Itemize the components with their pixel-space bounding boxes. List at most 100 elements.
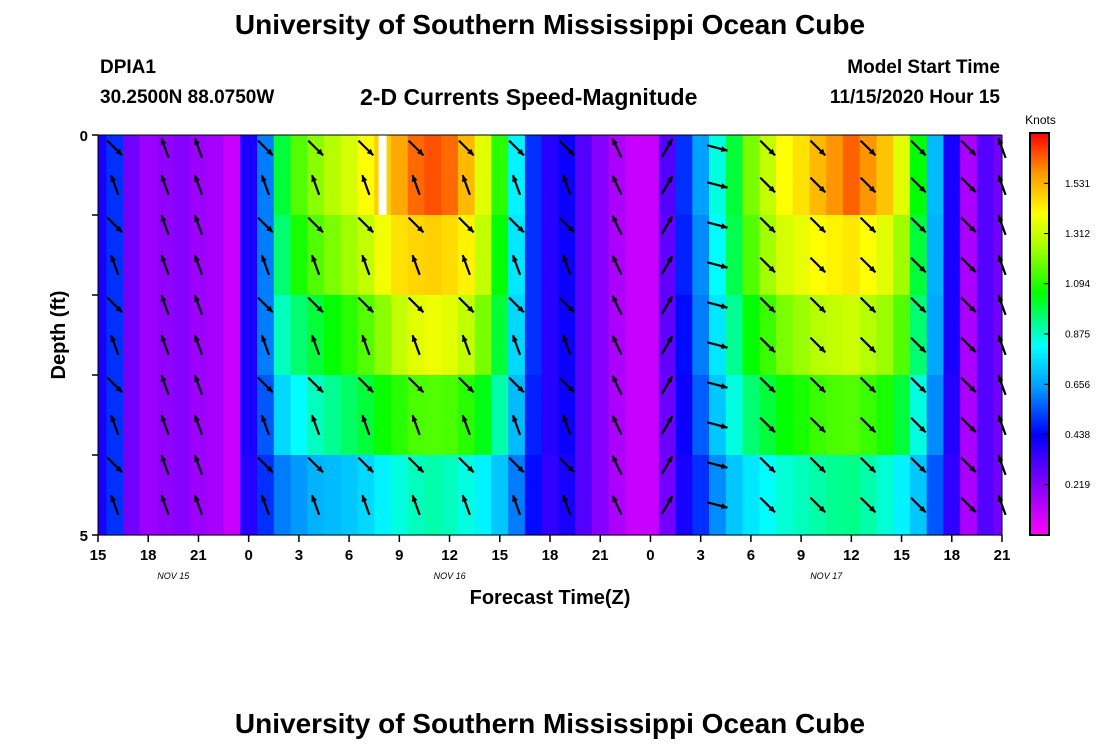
current-arrow (407, 296, 425, 314)
current-arrow (110, 174, 120, 196)
heatmap-cell (340, 215, 359, 296)
current-arrow (461, 174, 471, 196)
colorbar-tick-label: 1.094 (1065, 279, 1090, 290)
heatmap-cell (390, 375, 409, 456)
heatmap-cell (474, 215, 493, 296)
heatmap-cell (976, 215, 995, 296)
current-arrow (707, 221, 728, 229)
current-arrow (660, 335, 674, 355)
current-arrow (611, 335, 623, 355)
x-tick-label: 12 (843, 547, 860, 564)
heatmap-cell (859, 455, 878, 536)
current-arrow (193, 294, 204, 316)
heatmap-cell (106, 455, 124, 536)
current-arrow (910, 456, 927, 474)
heatmap-cell (826, 295, 844, 376)
heatmap-cell (441, 215, 459, 296)
heatmap-cell (273, 455, 292, 536)
heatmap-cell (474, 455, 493, 536)
heatmap-cell (893, 135, 911, 216)
heatmap-cells (0, 133, 1022, 537)
heatmap-cell (809, 375, 827, 456)
heatmap-cell (776, 455, 794, 536)
current-arrow (562, 254, 572, 276)
heatmap-cell (591, 135, 610, 216)
current-arrow (307, 456, 324, 474)
heatmap-cell (842, 295, 861, 376)
heatmap-cell (960, 295, 978, 376)
heatmap-cell (692, 455, 710, 536)
current-arrow (660, 255, 674, 275)
heatmap-cell (960, 375, 978, 456)
heatmap-cell (658, 215, 677, 296)
heatmap-cell (223, 455, 241, 536)
heatmap-cell (575, 455, 593, 536)
heatmap-cell (173, 215, 191, 296)
current-arrow (508, 456, 525, 474)
heatmap-cell (926, 375, 945, 456)
x-tick-label: 15 (90, 547, 107, 564)
heatmap-cell (976, 375, 995, 456)
current-arrow (193, 214, 204, 236)
heatmap-cell (658, 375, 677, 456)
heatmap-cell (776, 295, 794, 376)
heatmap-cell (675, 215, 693, 296)
chart-title: 2-D Currents Speed-Magnitude (360, 84, 698, 110)
heatmap-cell (156, 375, 174, 456)
current-arrow (960, 296, 977, 314)
heatmap-cell (324, 455, 342, 536)
heatmap-cell (491, 295, 509, 376)
current-arrow (611, 215, 623, 235)
heatmap-cell (591, 455, 610, 536)
heatmap-cell (273, 375, 292, 456)
colorbar-label: Knots (1025, 113, 1056, 127)
current-arrow (707, 261, 728, 269)
current-arrow (660, 138, 674, 158)
heatmap-cell (223, 295, 241, 376)
current-arrow (809, 416, 827, 434)
heatmap-cell (206, 135, 225, 216)
heatmap-cell (457, 375, 476, 456)
current-arrow (859, 336, 877, 354)
heatmap-cell (390, 135, 409, 216)
current-arrow (660, 295, 674, 315)
current-arrow (193, 254, 204, 276)
heatmap-cell (709, 375, 727, 456)
heatmap-cell (257, 135, 275, 216)
current-arrow (307, 296, 324, 314)
heatmap-cell (725, 295, 744, 376)
heatmap-cell (340, 455, 359, 536)
heatmap-cell (909, 215, 928, 296)
current-arrow (307, 216, 324, 234)
heatmap-cell (893, 295, 911, 376)
current-arrow (759, 496, 776, 514)
current-arrow (106, 216, 123, 234)
colorbar-tick-label: 0.219 (1065, 480, 1090, 491)
current-arrow (910, 216, 927, 234)
heatmap-cell (742, 215, 760, 296)
heatmap-cell (541, 135, 559, 216)
heatmap-cell (658, 455, 677, 536)
heatmap-cell (123, 295, 141, 376)
heatmap-cell (541, 375, 559, 456)
heatmap-cell (508, 375, 526, 456)
current-arrow (960, 336, 977, 354)
current-arrow (809, 376, 827, 394)
heatmap-cell (139, 375, 158, 456)
x-tick-label: 9 (395, 547, 403, 564)
colorbar-tick-label: 1.312 (1065, 229, 1090, 240)
current-arrow (960, 176, 977, 194)
heatmap-cell (709, 215, 727, 296)
heatmap-cell (374, 375, 392, 456)
heatmap-cell (591, 295, 610, 376)
current-arrow (160, 454, 170, 476)
heatmap-cell (173, 295, 191, 376)
heatmap-cell (742, 135, 760, 216)
heatmap-cell (625, 295, 643, 376)
heatmap-cell (173, 375, 191, 456)
heatmap-cell (324, 295, 342, 376)
current-arrow (458, 456, 475, 474)
current-arrow (910, 336, 927, 354)
heatmap-cell (524, 295, 543, 376)
